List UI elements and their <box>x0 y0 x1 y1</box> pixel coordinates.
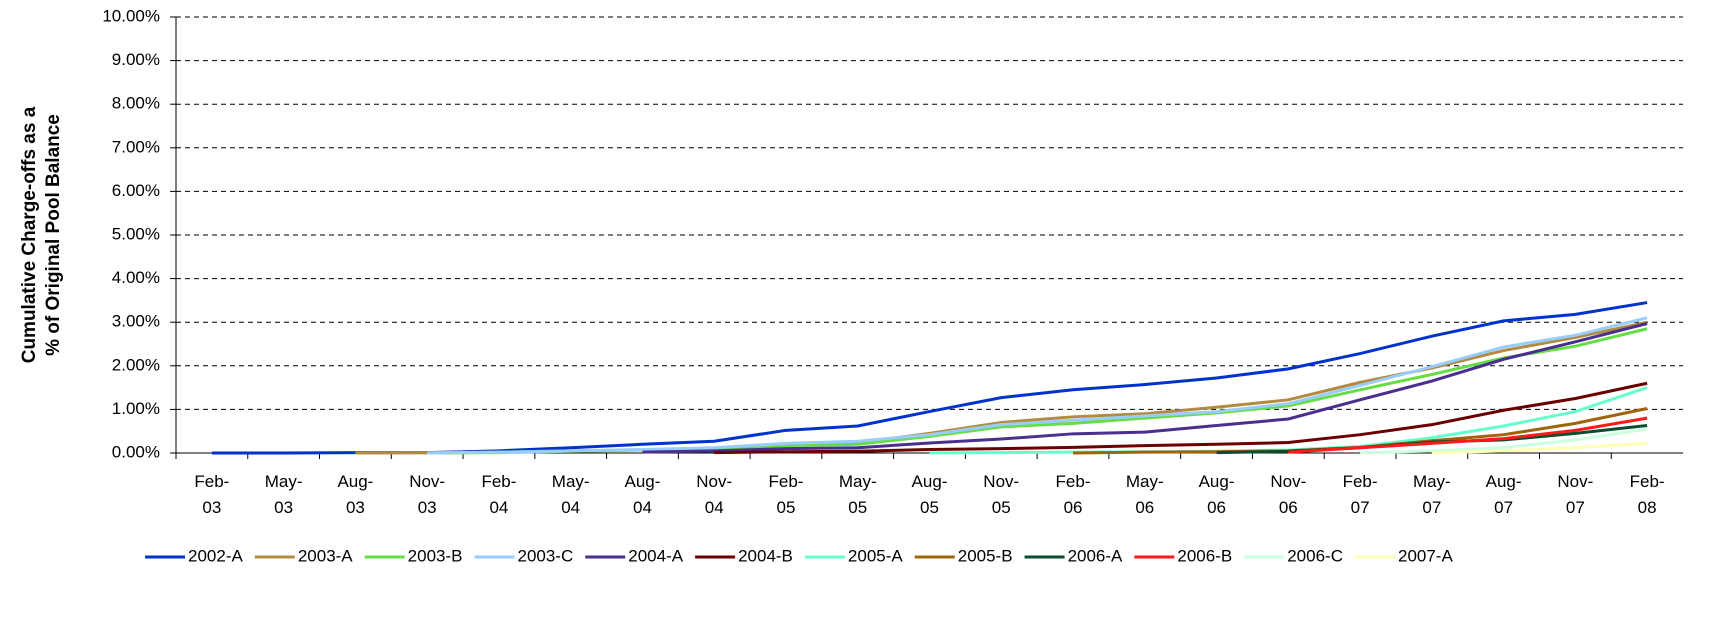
x-tick-label: May-03 <box>265 472 303 517</box>
series-line <box>714 381 1648 455</box>
legend-label: 2006-B <box>1177 546 1232 565</box>
legend-label: 2005-B <box>958 546 1013 565</box>
y-tick-label: 5.00% <box>112 224 160 243</box>
series-line <box>427 327 1648 455</box>
y-tick-label: 2.00% <box>112 355 160 374</box>
x-tick-label: Aug-07 <box>1486 472 1522 517</box>
x-tick-label: May-07 <box>1413 472 1451 517</box>
x-tick-label: Aug-03 <box>337 472 373 517</box>
x-tick-label: May-06 <box>1126 472 1164 517</box>
legend-label: 2004-B <box>738 546 793 565</box>
x-tick-label: Aug-04 <box>624 472 660 517</box>
y-tick-label: 6.00% <box>112 181 160 200</box>
legend-label: 2003-A <box>298 546 353 565</box>
x-tick-label: Nov-07 <box>1557 472 1593 517</box>
x-tick-label: Nov-03 <box>409 472 445 517</box>
legend-label: 2003-C <box>517 546 573 565</box>
legend-label: 2005-A <box>848 546 903 565</box>
y-tick-label: 7.00% <box>112 137 160 156</box>
x-tick-label: Feb-07 <box>1343 472 1378 517</box>
y-tick-label: 3.00% <box>112 312 160 331</box>
legend-label: 2003-B <box>408 546 463 565</box>
legend-label: 2006-A <box>1068 546 1123 565</box>
y-axis-label: % of Original Pool Balance <box>43 114 64 356</box>
y-tick-label: 10.00% <box>102 6 160 25</box>
x-tick-label: Aug-05 <box>912 472 948 517</box>
x-tick-label: Feb-05 <box>768 472 803 517</box>
y-axis-label: Cumulative Charge-offs as a <box>19 106 40 363</box>
x-tick-label: May-05 <box>839 472 877 517</box>
series-line <box>642 322 1648 454</box>
series-line <box>211 301 1648 455</box>
series-line <box>1431 441 1648 455</box>
series-line <box>1288 416 1648 454</box>
x-tick-label: Nov-04 <box>696 472 732 517</box>
legend-label: 2007-A <box>1398 546 1453 565</box>
y-tick-label: 9.00% <box>112 50 160 69</box>
x-tick-label: May-04 <box>552 472 590 517</box>
x-tick-label: Nov-06 <box>1270 472 1306 517</box>
x-tick-label: Feb-04 <box>481 472 516 517</box>
x-tick-label: Aug-06 <box>1199 472 1235 517</box>
legend-label: 2004-A <box>628 546 683 565</box>
y-tick-label: 8.00% <box>112 94 160 113</box>
legend-label: 2002-A <box>188 546 243 565</box>
x-tick-label: Feb-06 <box>1056 472 1091 517</box>
legend-label: 2006-C <box>1287 546 1343 565</box>
y-tick-label: 1.00% <box>112 399 160 418</box>
y-tick-label: 0.00% <box>112 442 160 461</box>
series-line <box>427 316 1648 455</box>
x-tick-label: Feb-03 <box>194 472 229 517</box>
series-line <box>1360 427 1648 455</box>
y-tick-label: 4.00% <box>112 268 160 287</box>
x-tick-label: Feb-08 <box>1630 472 1665 517</box>
x-tick-label: Nov-05 <box>983 472 1019 517</box>
